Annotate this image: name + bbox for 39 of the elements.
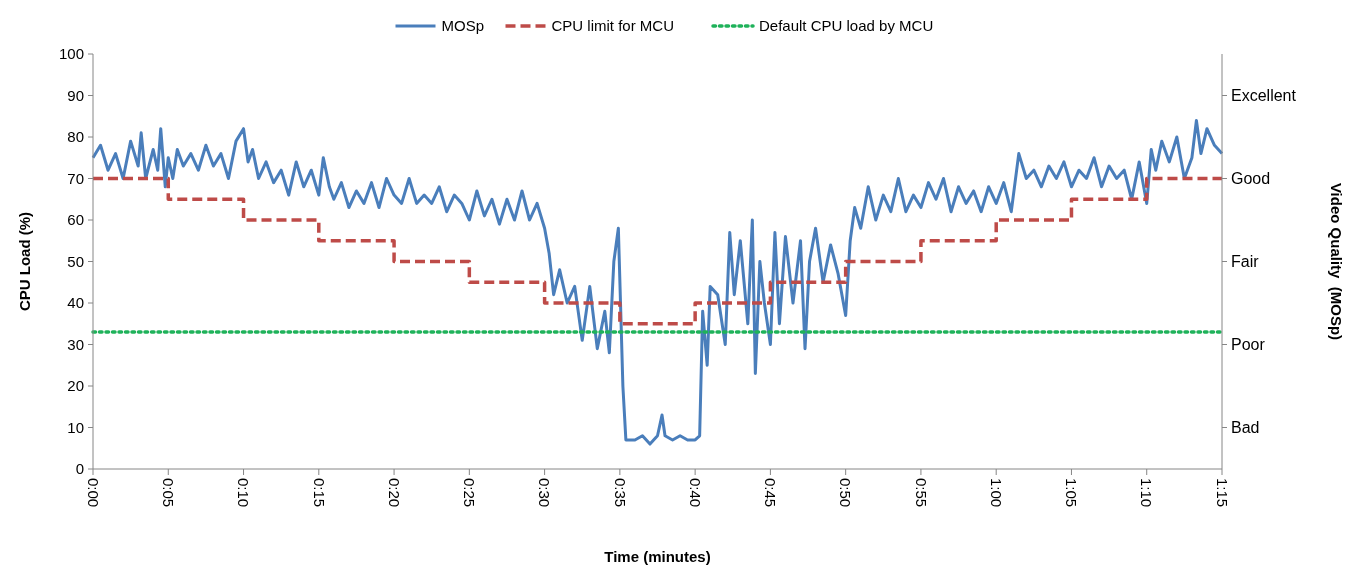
y-tick-label: 100	[58, 45, 84, 63]
y-tick-label: 40	[67, 294, 84, 312]
x-tick-label: 0:50	[837, 478, 855, 508]
y-tick-label: 50	[67, 252, 84, 270]
x-tick-label: 0:00	[84, 478, 102, 508]
y-tick-label: 80	[67, 128, 84, 146]
text: Excellent	[1231, 87, 1297, 105]
x-axis-title: Time (minutes)	[604, 548, 711, 565]
x-tick-label: 0:40	[686, 478, 704, 508]
x-tick-label: 0:35	[611, 478, 629, 508]
x-tick-label: 1:05	[1063, 478, 1081, 508]
y-tick-label: 30	[67, 335, 84, 353]
y-tick-label: 10	[67, 418, 84, 436]
x-tick-label: 0:55	[912, 478, 930, 508]
text: Video Quality (MOSp)	[1328, 182, 1345, 341]
y-tick-label: 20	[67, 377, 84, 395]
x-tick-label: 0:25	[461, 478, 479, 508]
y-tick-label: 0	[75, 460, 84, 478]
x-tick-label: 0:20	[385, 478, 403, 508]
x-tick-label: 1:15	[1213, 478, 1231, 508]
x-tick-label: 0:05	[160, 478, 178, 508]
y-tick-label: 90	[67, 86, 84, 104]
y-tick-label: 70	[67, 169, 84, 187]
x-tick-label: 1:10	[1138, 478, 1156, 508]
text: Poor	[1231, 336, 1266, 354]
legend-label: MOSp	[441, 17, 485, 35]
y-axis-title: CPU Load (%)	[16, 211, 33, 312]
x-tick-label: 0:15	[310, 478, 328, 508]
legend-label: Default CPU load by MCU	[759, 17, 934, 35]
legend-label: CPU limit for MCU	[551, 17, 674, 35]
x-tick-label: 0:30	[536, 478, 554, 508]
line-series	[91, 118, 1224, 446]
x-tick-label: 0:10	[235, 478, 253, 508]
text: Good	[1231, 170, 1271, 188]
text: Fair	[1231, 253, 1260, 271]
text: Bad	[1231, 419, 1260, 437]
y-tick-label: 60	[67, 211, 84, 229]
x-tick-label: 0:45	[762, 478, 780, 508]
x-tick-label: 1:00	[987, 478, 1005, 508]
